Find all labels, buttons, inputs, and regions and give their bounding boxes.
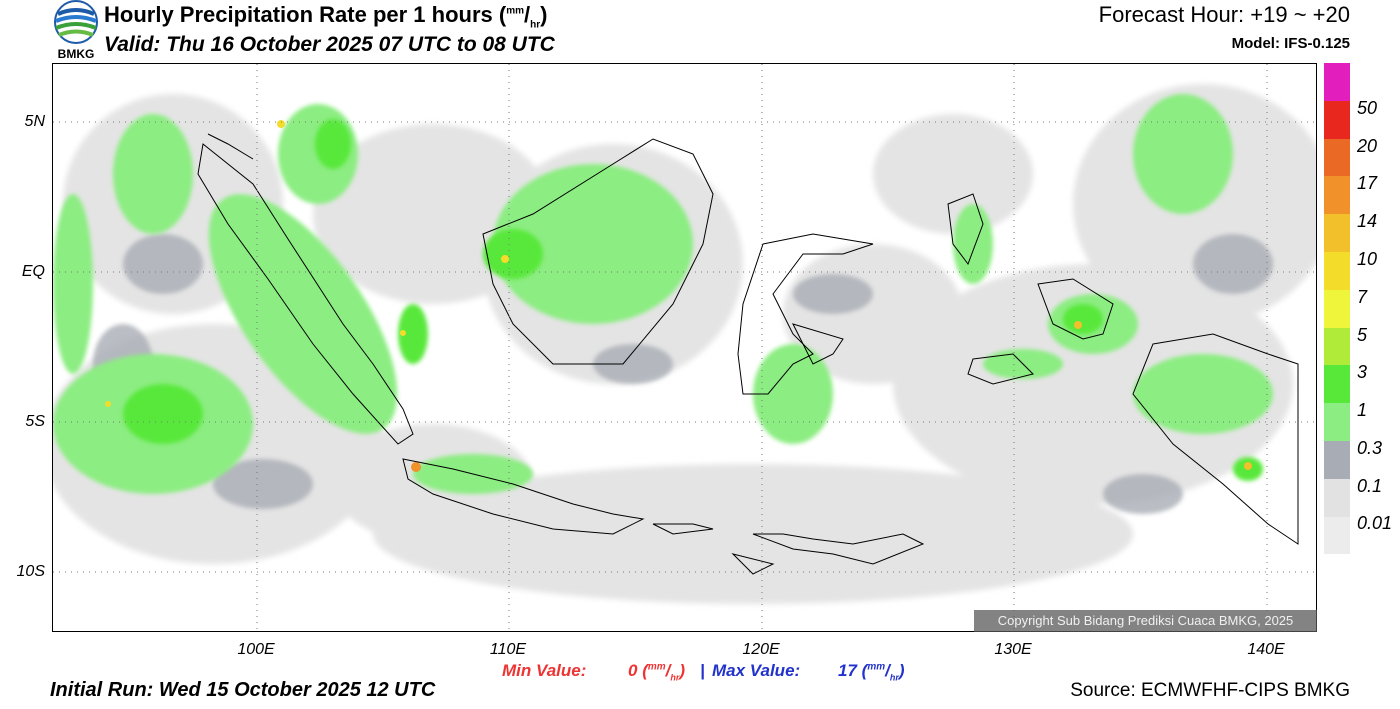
bmkg-logo: BMKG	[50, 0, 102, 61]
legend-swatch	[1324, 403, 1350, 441]
gray-rain-areas	[93, 234, 1273, 514]
legend-swatch	[1324, 138, 1350, 177]
graticule	[53, 64, 1316, 631]
data-source: Source: ECMWFHF-CIPS BMKG	[1070, 680, 1350, 701]
lat-label-5n: 5N	[24, 113, 45, 130]
legend-label-50: 50	[1357, 98, 1378, 118]
min-value-label: Min Value:	[502, 661, 587, 680]
lon-label-140e: 140E	[1247, 641, 1285, 658]
max-unit-num: mm	[867, 661, 886, 673]
legend-swatch	[1324, 365, 1350, 404]
legend-swatch	[1324, 100, 1350, 139]
legend-label-5: 5	[1357, 325, 1368, 345]
valid-time: Valid: Thu 16 October 2025 07 UTC to 08 …	[104, 33, 555, 56]
min-unit-den: hr	[670, 672, 680, 683]
stats-separator: |	[700, 661, 705, 680]
legend-swatch	[1324, 440, 1350, 479]
max-value-number: 17	[838, 661, 857, 680]
initial-run: Initial Run: Wed 15 October 2025 12 UTC	[50, 679, 436, 701]
title-unit-den: hr	[530, 19, 541, 31]
lat-label-5s: 5S	[25, 413, 45, 430]
light-rain-areas	[53, 84, 1316, 604]
color-legend	[1324, 63, 1350, 555]
legend-label-0-3: 0.3	[1357, 438, 1383, 458]
legend-swatch	[1324, 251, 1350, 290]
legend-label-3: 3	[1357, 362, 1368, 382]
legend-label-14: 14	[1357, 211, 1378, 231]
legend-label-7: 7	[1357, 287, 1368, 307]
logo-text: BMKG	[58, 47, 95, 60]
legend-swatch	[1324, 214, 1350, 252]
lon-label-100e: 100E	[237, 641, 275, 658]
legend-label-1: 1	[1357, 400, 1368, 420]
map-svg	[53, 64, 1316, 631]
copyright-notice: Copyright Sub Bidang Prediksi Cuaca BMKG…	[974, 610, 1317, 632]
legend-swatch	[1324, 327, 1350, 366]
model-name: Model: IFS-0.125	[1231, 35, 1350, 52]
legend-label-17: 17	[1357, 173, 1378, 193]
legend-swatch	[1324, 63, 1350, 101]
lat-label-10s: 10S	[16, 563, 45, 580]
intense-rain-cells	[105, 120, 1252, 472]
lon-label-130e: 130E	[994, 641, 1032, 658]
lon-label-110e: 110E	[489, 641, 527, 658]
page-title: Hourly Precipitation Rate per 1 hours (m…	[104, 2, 548, 31]
legend-label-0-1: 0.1	[1357, 476, 1383, 496]
max-value: 17 (mm/hr)	[838, 661, 905, 683]
min-unit-num: mm	[647, 661, 666, 673]
max-unit-den: hr	[889, 672, 899, 683]
lon-label-120e: 120E	[742, 641, 780, 658]
heavier-rain-areas	[123, 119, 1263, 481]
lat-label-eq: EQ	[21, 263, 45, 280]
legend-label-20: 20	[1357, 136, 1378, 156]
title-unit-num: mm	[506, 5, 524, 17]
legend-label-10: 10	[1357, 249, 1378, 269]
legend-swatch	[1324, 176, 1350, 215]
legend-swatch	[1324, 516, 1350, 555]
min-value-number: 0	[628, 661, 638, 680]
legend-swatch	[1324, 478, 1350, 517]
coastlines	[197, 133, 1299, 575]
legend-label-0-01: 0.01	[1357, 513, 1393, 533]
legend-swatch	[1324, 289, 1350, 328]
title-text: Hourly Precipitation Rate per 1 hours	[104, 2, 493, 27]
forecast-hour: Forecast Hour: +19 ~ +20	[1098, 2, 1350, 27]
max-value-label: Max Value:	[712, 661, 801, 680]
precipitation-map	[52, 63, 1317, 632]
min-value: 0 (mm/hr)	[628, 661, 686, 683]
